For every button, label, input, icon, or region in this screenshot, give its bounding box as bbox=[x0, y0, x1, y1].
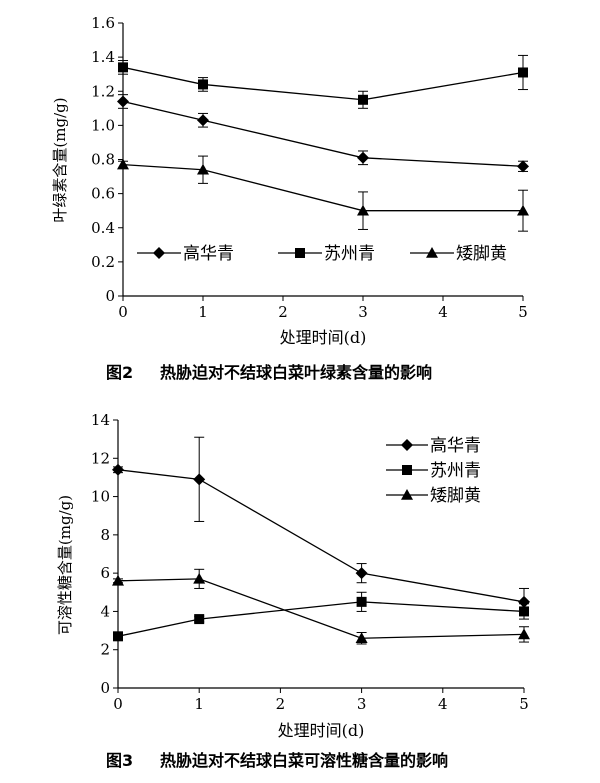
data-point bbox=[193, 473, 206, 486]
series-line bbox=[117, 469, 525, 603]
y-tick-label: 1.4 bbox=[91, 48, 115, 66]
y-tick-label: 14 bbox=[91, 411, 110, 429]
data-point bbox=[194, 614, 205, 625]
y-axis-label: 可溶性糖含量(mg/g) bbox=[56, 495, 74, 635]
legend-marker bbox=[402, 465, 412, 475]
x-tick-label: 4 bbox=[438, 695, 448, 713]
x-axis-label: 处理时间(d) bbox=[280, 328, 367, 347]
y-tick-label: 10 bbox=[91, 488, 110, 506]
data-point bbox=[355, 632, 368, 644]
data-point bbox=[197, 163, 209, 175]
data-point bbox=[112, 574, 124, 586]
x-tick-label: 2 bbox=[278, 303, 288, 321]
chlorophyll-chart: 0 0.2 0.4 0.6 0.8 1.0 1.2 1.4 1.6 0 1 2 3 4 5 处理时间(d) 叶绿… bbox=[51, 14, 529, 382]
data-point bbox=[193, 572, 206, 584]
y-tick-label: 1.2 bbox=[91, 82, 115, 100]
legend-label: 苏州青 bbox=[430, 461, 481, 481]
legend-marker bbox=[401, 439, 413, 451]
data-point bbox=[355, 567, 368, 580]
series-square bbox=[118, 54, 528, 109]
figure-number: 图3 bbox=[106, 751, 133, 770]
series-triangle bbox=[112, 568, 530, 645]
x-tick-label: 3 bbox=[358, 303, 368, 321]
figure-caption: 热胁迫对不结球白菜叶绿素含量的影响 bbox=[160, 363, 432, 382]
legend-label: 高华青 bbox=[183, 244, 234, 264]
data-point bbox=[117, 95, 129, 108]
legend-marker bbox=[153, 247, 165, 259]
data-point bbox=[197, 114, 209, 127]
y-axis-label: 叶绿素含量(mg/g) bbox=[51, 97, 69, 222]
y-tick-label: 0.4 bbox=[91, 219, 115, 237]
series-triangle bbox=[117, 155, 529, 232]
y-tick-label: 0 bbox=[105, 287, 115, 305]
series-diamond bbox=[117, 94, 529, 173]
series-line bbox=[117, 601, 525, 637]
series-line bbox=[122, 163, 523, 212]
data-point bbox=[518, 67, 528, 78]
x-tick-label: 1 bbox=[198, 303, 208, 321]
data-point bbox=[112, 463, 124, 476]
data-point bbox=[517, 204, 529, 216]
x-tick-label: 1 bbox=[194, 695, 204, 713]
data-point bbox=[518, 628, 530, 640]
legend-marker bbox=[295, 248, 305, 258]
legend-label: 高华青 bbox=[430, 436, 481, 456]
x-axis-label: 处理时间(d) bbox=[278, 721, 365, 740]
y-tick-label: 2 bbox=[100, 641, 110, 659]
legend-label: 矮脚黄 bbox=[456, 244, 507, 264]
legend-label: 矮脚黄 bbox=[430, 486, 481, 506]
figure-caption: 热胁迫对不结球白菜可溶性糖含量的影响 bbox=[160, 751, 448, 770]
data-point bbox=[358, 94, 368, 105]
series-line bbox=[122, 100, 524, 167]
data-point bbox=[356, 596, 367, 607]
data-point bbox=[517, 160, 529, 173]
x-tick-label: 3 bbox=[357, 695, 367, 713]
y-tick-label: 0.2 bbox=[91, 253, 115, 271]
data-point bbox=[518, 595, 530, 608]
legend-marker bbox=[401, 489, 413, 500]
x-tick-label: 5 bbox=[518, 303, 528, 321]
data-point bbox=[113, 631, 123, 642]
y-tick-label: 1.0 bbox=[91, 116, 115, 134]
x-tick-label: 0 bbox=[113, 695, 123, 713]
y-tick-label: 12 bbox=[91, 449, 110, 467]
y-tick-label: 8 bbox=[100, 526, 110, 544]
y-tick-label: 4 bbox=[100, 602, 110, 620]
data-point bbox=[519, 606, 529, 617]
data-point bbox=[357, 151, 369, 164]
data-point bbox=[198, 79, 208, 90]
series-square bbox=[113, 591, 529, 642]
series-line bbox=[122, 66, 524, 101]
legend: 高华青 苏州青 矮脚黄 bbox=[137, 244, 507, 264]
y-tick-label: 6 bbox=[100, 564, 110, 582]
y-tick-label: 0.6 bbox=[91, 185, 115, 203]
y-tick-label: 0.8 bbox=[91, 151, 115, 169]
data-point bbox=[117, 158, 129, 170]
x-tick-label: 4 bbox=[438, 303, 448, 321]
y-tick-label: 0 bbox=[100, 679, 110, 697]
y-tick-label: 1.6 bbox=[91, 14, 115, 32]
data-point bbox=[357, 204, 369, 216]
figure-number: 图2 bbox=[106, 363, 133, 382]
data-point bbox=[118, 62, 128, 73]
legend-label: 苏州青 bbox=[324, 244, 375, 264]
legend-marker bbox=[426, 247, 438, 258]
x-tick-label: 2 bbox=[276, 695, 286, 713]
x-tick-label: 0 bbox=[118, 303, 128, 321]
series-line bbox=[117, 578, 525, 639]
x-tick-label: 5 bbox=[519, 695, 529, 713]
